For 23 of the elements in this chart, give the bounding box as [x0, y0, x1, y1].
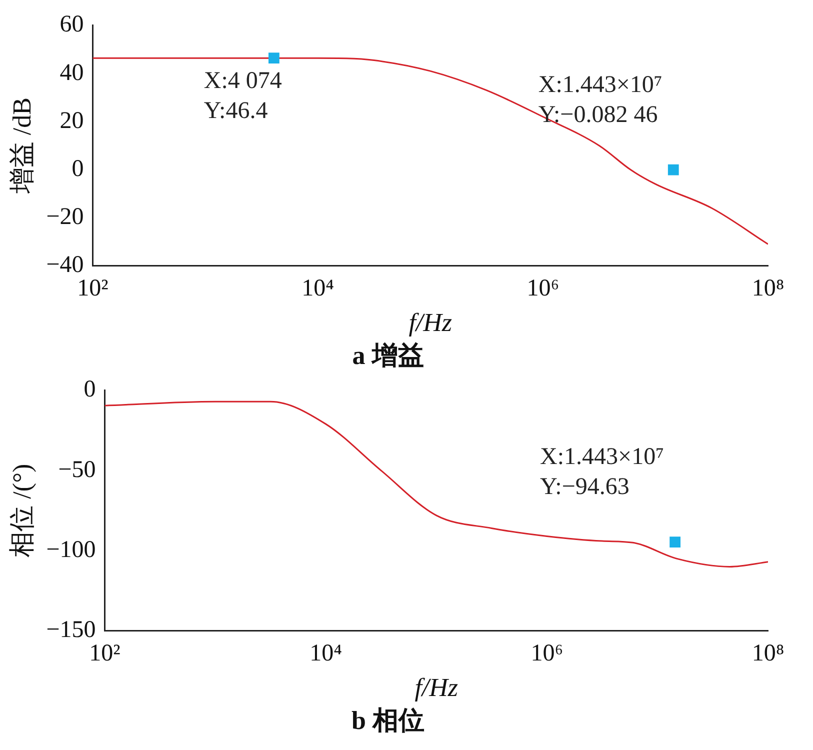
- y-tick-label: 60: [60, 12, 84, 38]
- annotation: X:1.443×10⁷ Y:−0.082 46: [538, 70, 662, 130]
- y-tick-label: 20: [60, 108, 84, 134]
- x-tick-label: 10⁶: [530, 640, 564, 666]
- x-tick-label: 10⁸: [752, 275, 784, 302]
- annotation: X:4 074 Y:46.4: [204, 67, 282, 126]
- y-tick-label: 0: [84, 376, 96, 403]
- x-tick-label: 10⁶: [526, 275, 560, 302]
- text: a 增益: [352, 341, 424, 370]
- x-tick-label: 10⁴: [310, 640, 342, 666]
- annotation: X:1.443×10⁷ Y:−94.63: [540, 443, 664, 502]
- x-axis-title: f/Hz: [408, 308, 452, 338]
- y-axis-title: 相位 /(°): [7, 464, 36, 558]
- y-axis-title: 增益 /dB: [7, 98, 36, 195]
- x-axis-title: f/Hz: [414, 673, 458, 702]
- y-tick-label: 40: [60, 60, 84, 86]
- y-tick-label: −20: [46, 204, 84, 230]
- y-tick-label: 0: [72, 156, 84, 182]
- y-tick-label: −100: [46, 536, 96, 563]
- y-tick-label: −50: [58, 456, 96, 483]
- text: b 相位: [352, 706, 424, 736]
- x-tick-label: 10⁸: [752, 640, 784, 666]
- x-tick-label: 10⁴: [302, 275, 334, 302]
